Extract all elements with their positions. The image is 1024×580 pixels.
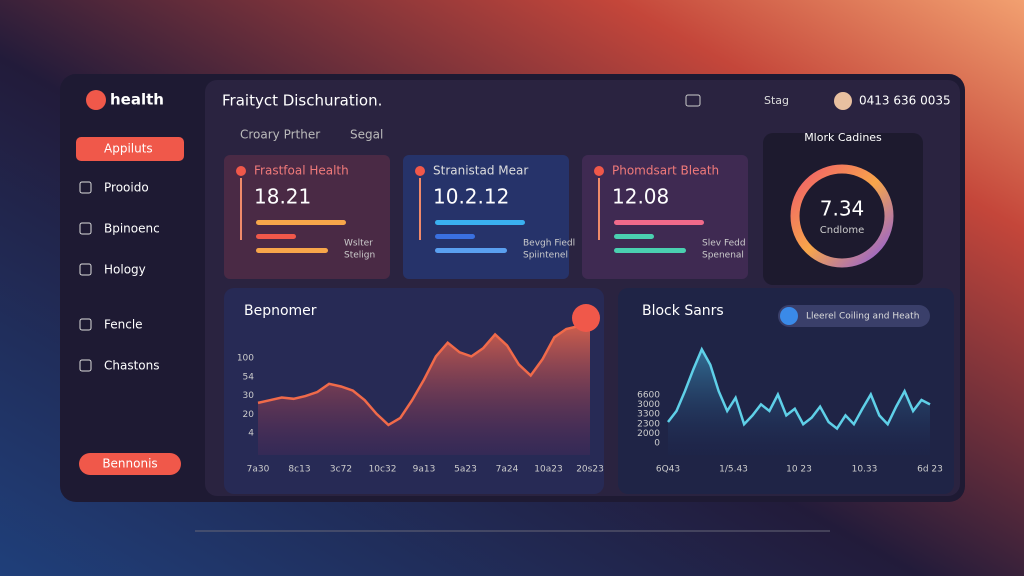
- y-tick-label: 2300: [637, 419, 660, 429]
- nav-active[interactable]: [76, 137, 184, 161]
- card-bar: [256, 220, 346, 225]
- x-tick-label: 6Q43: [656, 465, 680, 475]
- x-tick-label: 3c72: [330, 465, 352, 475]
- nav-icon[interactable]: [79, 359, 92, 372]
- y-tick-label: 4: [248, 429, 254, 439]
- card-value: 18.21: [254, 185, 311, 209]
- card-icon: [415, 166, 425, 176]
- x-tick-label: 10.33: [852, 465, 878, 475]
- card-title: Stranistad Mear: [433, 164, 528, 178]
- card-note: Bevgh Fiedl: [523, 239, 575, 249]
- x-tick-label: 10a23: [534, 465, 562, 475]
- card-title: Phomdsart Bleath: [612, 164, 719, 178]
- x-tick-label: 7a30: [247, 465, 270, 475]
- logo: health: [110, 91, 164, 109]
- nav-icon[interactable]: [79, 263, 92, 276]
- pill[interactable]: [778, 305, 930, 327]
- y-tick-label: 100: [237, 354, 254, 364]
- sidebar-button-label[interactable]: Bennonis: [102, 457, 157, 471]
- card-title: Frastfoal Health: [254, 164, 349, 178]
- donut-value: 7.34: [820, 197, 865, 221]
- card-note: Stelign: [344, 251, 375, 261]
- y-tick-label: 3300: [637, 410, 660, 420]
- area-fill: [668, 349, 930, 455]
- card-value: 12.08: [612, 185, 669, 209]
- y-tick-label: 6600: [637, 391, 660, 401]
- donut-title: Mlork Cadines: [804, 131, 882, 144]
- card-icon: [236, 166, 246, 176]
- nav-icon[interactable]: [79, 181, 92, 194]
- donut-ring: [790, 164, 894, 268]
- y-tick-label: 20: [243, 410, 255, 420]
- line: [257, 316, 591, 427]
- card-note: Wslter: [344, 239, 373, 249]
- nav-item[interactable]: Prooido: [104, 181, 149, 195]
- nav-item[interactable]: Bpinoenc: [104, 222, 160, 236]
- card-bar: [256, 248, 328, 253]
- chart-marker: [572, 304, 600, 332]
- logo-icon: [86, 90, 106, 110]
- donut-label: Cndlome: [820, 225, 864, 236]
- nav-item[interactable]: Chastons: [104, 359, 160, 373]
- phone: 0413 636 0035: [859, 94, 951, 108]
- x-tick-label: 10 23: [786, 465, 812, 475]
- x-tick-label: 20s23: [576, 465, 604, 475]
- card-icon: [594, 166, 604, 176]
- x-tick-label: 10c32: [369, 465, 397, 475]
- card-note: Slev Fedd: [702, 239, 746, 249]
- card-value: 10.2.12: [433, 185, 509, 209]
- pill-label[interactable]: Lleerel Coiling and Heath: [806, 312, 919, 322]
- nav-item[interactable]: Fencle: [104, 318, 143, 332]
- avatar[interactable]: [834, 92, 852, 110]
- card-bar: [614, 220, 704, 225]
- y-tick-label: 30: [243, 391, 255, 401]
- card-bar: [614, 248, 686, 253]
- tab[interactable]: Croary Prther: [240, 128, 320, 142]
- x-tick-label: 1/5.43: [719, 465, 748, 475]
- x-tick-label: 7a24: [496, 465, 519, 475]
- card-bar: [256, 234, 296, 239]
- card-note: Spenenal: [702, 251, 744, 261]
- x-tick-label: 6d 23: [917, 465, 943, 475]
- nav-icon[interactable]: [79, 222, 92, 235]
- y-tick-label: 0: [654, 439, 660, 449]
- header-title: Fraityct Dischuration.: [222, 92, 382, 110]
- chart-title: Block Sanrs: [642, 303, 724, 319]
- x-tick-label: 5a23: [454, 465, 477, 475]
- sidebar-button[interactable]: [79, 453, 181, 475]
- y-tick-label: 54: [243, 372, 255, 382]
- y-tick-label: 2000: [637, 429, 660, 439]
- pill-icon[interactable]: [780, 307, 798, 325]
- line: [667, 346, 931, 431]
- x-tick-label: 8c13: [288, 465, 310, 475]
- nav-item[interactable]: Hology: [104, 263, 146, 277]
- x-tick-label: 9a13: [413, 465, 436, 475]
- card-bar: [614, 234, 654, 239]
- card-bar: [435, 234, 475, 239]
- card-note: Spiintenel: [523, 251, 568, 261]
- chart-title: Bepnomer: [244, 303, 317, 319]
- menu[interactable]: Stag: [764, 94, 789, 107]
- nav-item[interactable]: Appiluts: [104, 142, 153, 156]
- y-tick-label: 3000: [637, 400, 660, 410]
- nav-icon[interactable]: [79, 318, 92, 331]
- view-icon[interactable]: [685, 94, 701, 107]
- tab[interactable]: Segal: [350, 128, 383, 142]
- card-bar: [435, 220, 525, 225]
- area-fill: [258, 318, 590, 455]
- card-bar: [435, 248, 507, 253]
